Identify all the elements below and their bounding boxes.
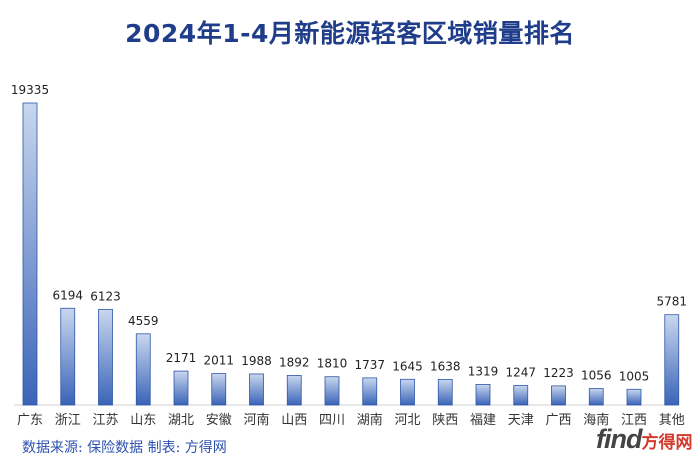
category-label: 陕西 — [432, 413, 458, 428]
bar-天津 — [513, 385, 529, 406]
value-label: 1223 — [543, 366, 574, 380]
category-label: 海南 — [583, 412, 609, 428]
bar-安徽 — [211, 373, 227, 406]
category-label: 四川 — [319, 413, 345, 428]
bar-山西 — [286, 375, 302, 406]
category-label: 浙江 — [55, 413, 81, 428]
chart-title: 2024年1-4月新能源轻客区域销量排名 — [125, 19, 575, 48]
value-label: 4559 — [128, 314, 159, 328]
bar-湖北 — [173, 370, 189, 406]
value-label: 1319 — [468, 364, 499, 378]
find-logo: find方得网 — [596, 424, 692, 455]
bar-福建 — [475, 383, 491, 406]
value-label: 1892 — [279, 355, 310, 369]
value-label: 6123 — [90, 289, 121, 303]
value-label: 1645 — [392, 359, 423, 373]
bar-广西 — [551, 385, 566, 406]
category-label: 江苏 — [92, 412, 118, 428]
value-label: 1247 — [505, 366, 536, 380]
value-label: 2011 — [203, 354, 234, 368]
bar-河南 — [249, 373, 264, 406]
value-label: 1638 — [430, 359, 461, 373]
value-label: 1005 — [619, 369, 650, 383]
category-label: 江西 — [621, 413, 647, 428]
bar-江西 — [626, 388, 642, 406]
bar-浙江 — [60, 307, 76, 406]
category-label: 安徽 — [206, 413, 232, 428]
category-label: 山西 — [281, 413, 307, 428]
category-label: 湖南 — [357, 412, 383, 428]
logo-cn-text: 方得网 — [641, 433, 693, 452]
bar-江苏 — [98, 308, 113, 406]
category-label: 广东 — [17, 413, 43, 428]
value-label: 1737 — [354, 358, 385, 372]
value-label: 1988 — [241, 354, 272, 368]
source-note: 数据来源: 保险数据 制表: 方得网 — [22, 440, 227, 456]
category-label: 山东 — [130, 413, 156, 428]
logo-latin-text: find — [596, 424, 642, 454]
bar-其他 — [664, 314, 680, 406]
bar-四川 — [324, 376, 340, 406]
category-label: 河南 — [243, 412, 269, 428]
value-label: 5781 — [656, 295, 687, 309]
category-label: 福建 — [470, 413, 496, 428]
bar-山东 — [135, 333, 151, 406]
bar-海南 — [588, 388, 604, 406]
category-label: 天津 — [508, 413, 534, 428]
category-label: 广西 — [545, 413, 571, 428]
value-label: 1056 — [581, 369, 612, 383]
value-label: 19335 — [11, 83, 49, 97]
bar-广东 — [22, 102, 38, 406]
bar-陕西 — [437, 379, 453, 406]
value-label: 1810 — [317, 357, 348, 371]
value-label: 2171 — [166, 351, 197, 365]
category-label: 湖北 — [168, 413, 194, 428]
bar-湖南 — [362, 377, 378, 406]
value-label: 6194 — [52, 288, 83, 302]
category-label: 河北 — [394, 413, 420, 428]
category-label: 其他 — [659, 413, 685, 428]
bar-河北 — [400, 378, 415, 406]
